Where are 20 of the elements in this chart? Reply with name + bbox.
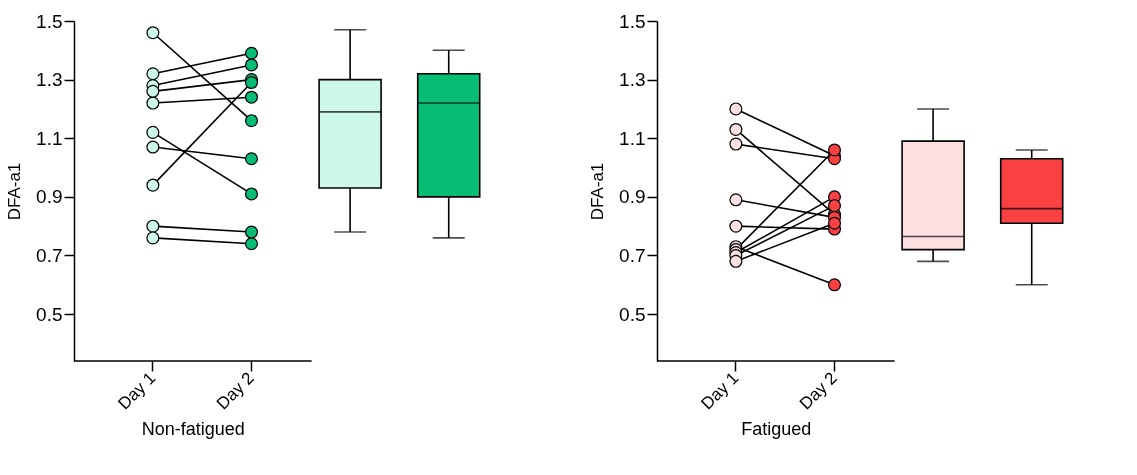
y-tick-label: 1.3 xyxy=(619,69,646,91)
y-tick-label: 0.5 xyxy=(619,303,646,325)
x-axis-title: Fatigued xyxy=(741,418,812,439)
y-tick-label: 0.7 xyxy=(619,244,646,266)
x-tick-label: Day 1 xyxy=(697,368,743,414)
y-axis-title: DFA-a1 xyxy=(588,162,608,221)
y-tick-label: 1.5 xyxy=(619,10,646,32)
y-axis-title: DFA-a1 xyxy=(5,162,25,221)
x-axis-title: Non-fatigued xyxy=(141,418,245,439)
y-tick-label: 1.3 xyxy=(36,69,63,91)
y-tick-label: 0.7 xyxy=(36,244,63,266)
y-tick-label: 0.5 xyxy=(36,303,63,325)
y-tick-label: 1.1 xyxy=(619,127,646,149)
x-tick-label: Day 2 xyxy=(796,368,841,414)
y-tick-label: 0.9 xyxy=(619,186,646,208)
y-tick-label: 0.9 xyxy=(36,186,63,208)
x-tick-label: Day 2 xyxy=(213,368,258,414)
y-tick-label: 1.1 xyxy=(36,127,63,149)
x-tick-label: Day 1 xyxy=(114,368,160,414)
y-tick-label: 1.5 xyxy=(36,10,63,32)
